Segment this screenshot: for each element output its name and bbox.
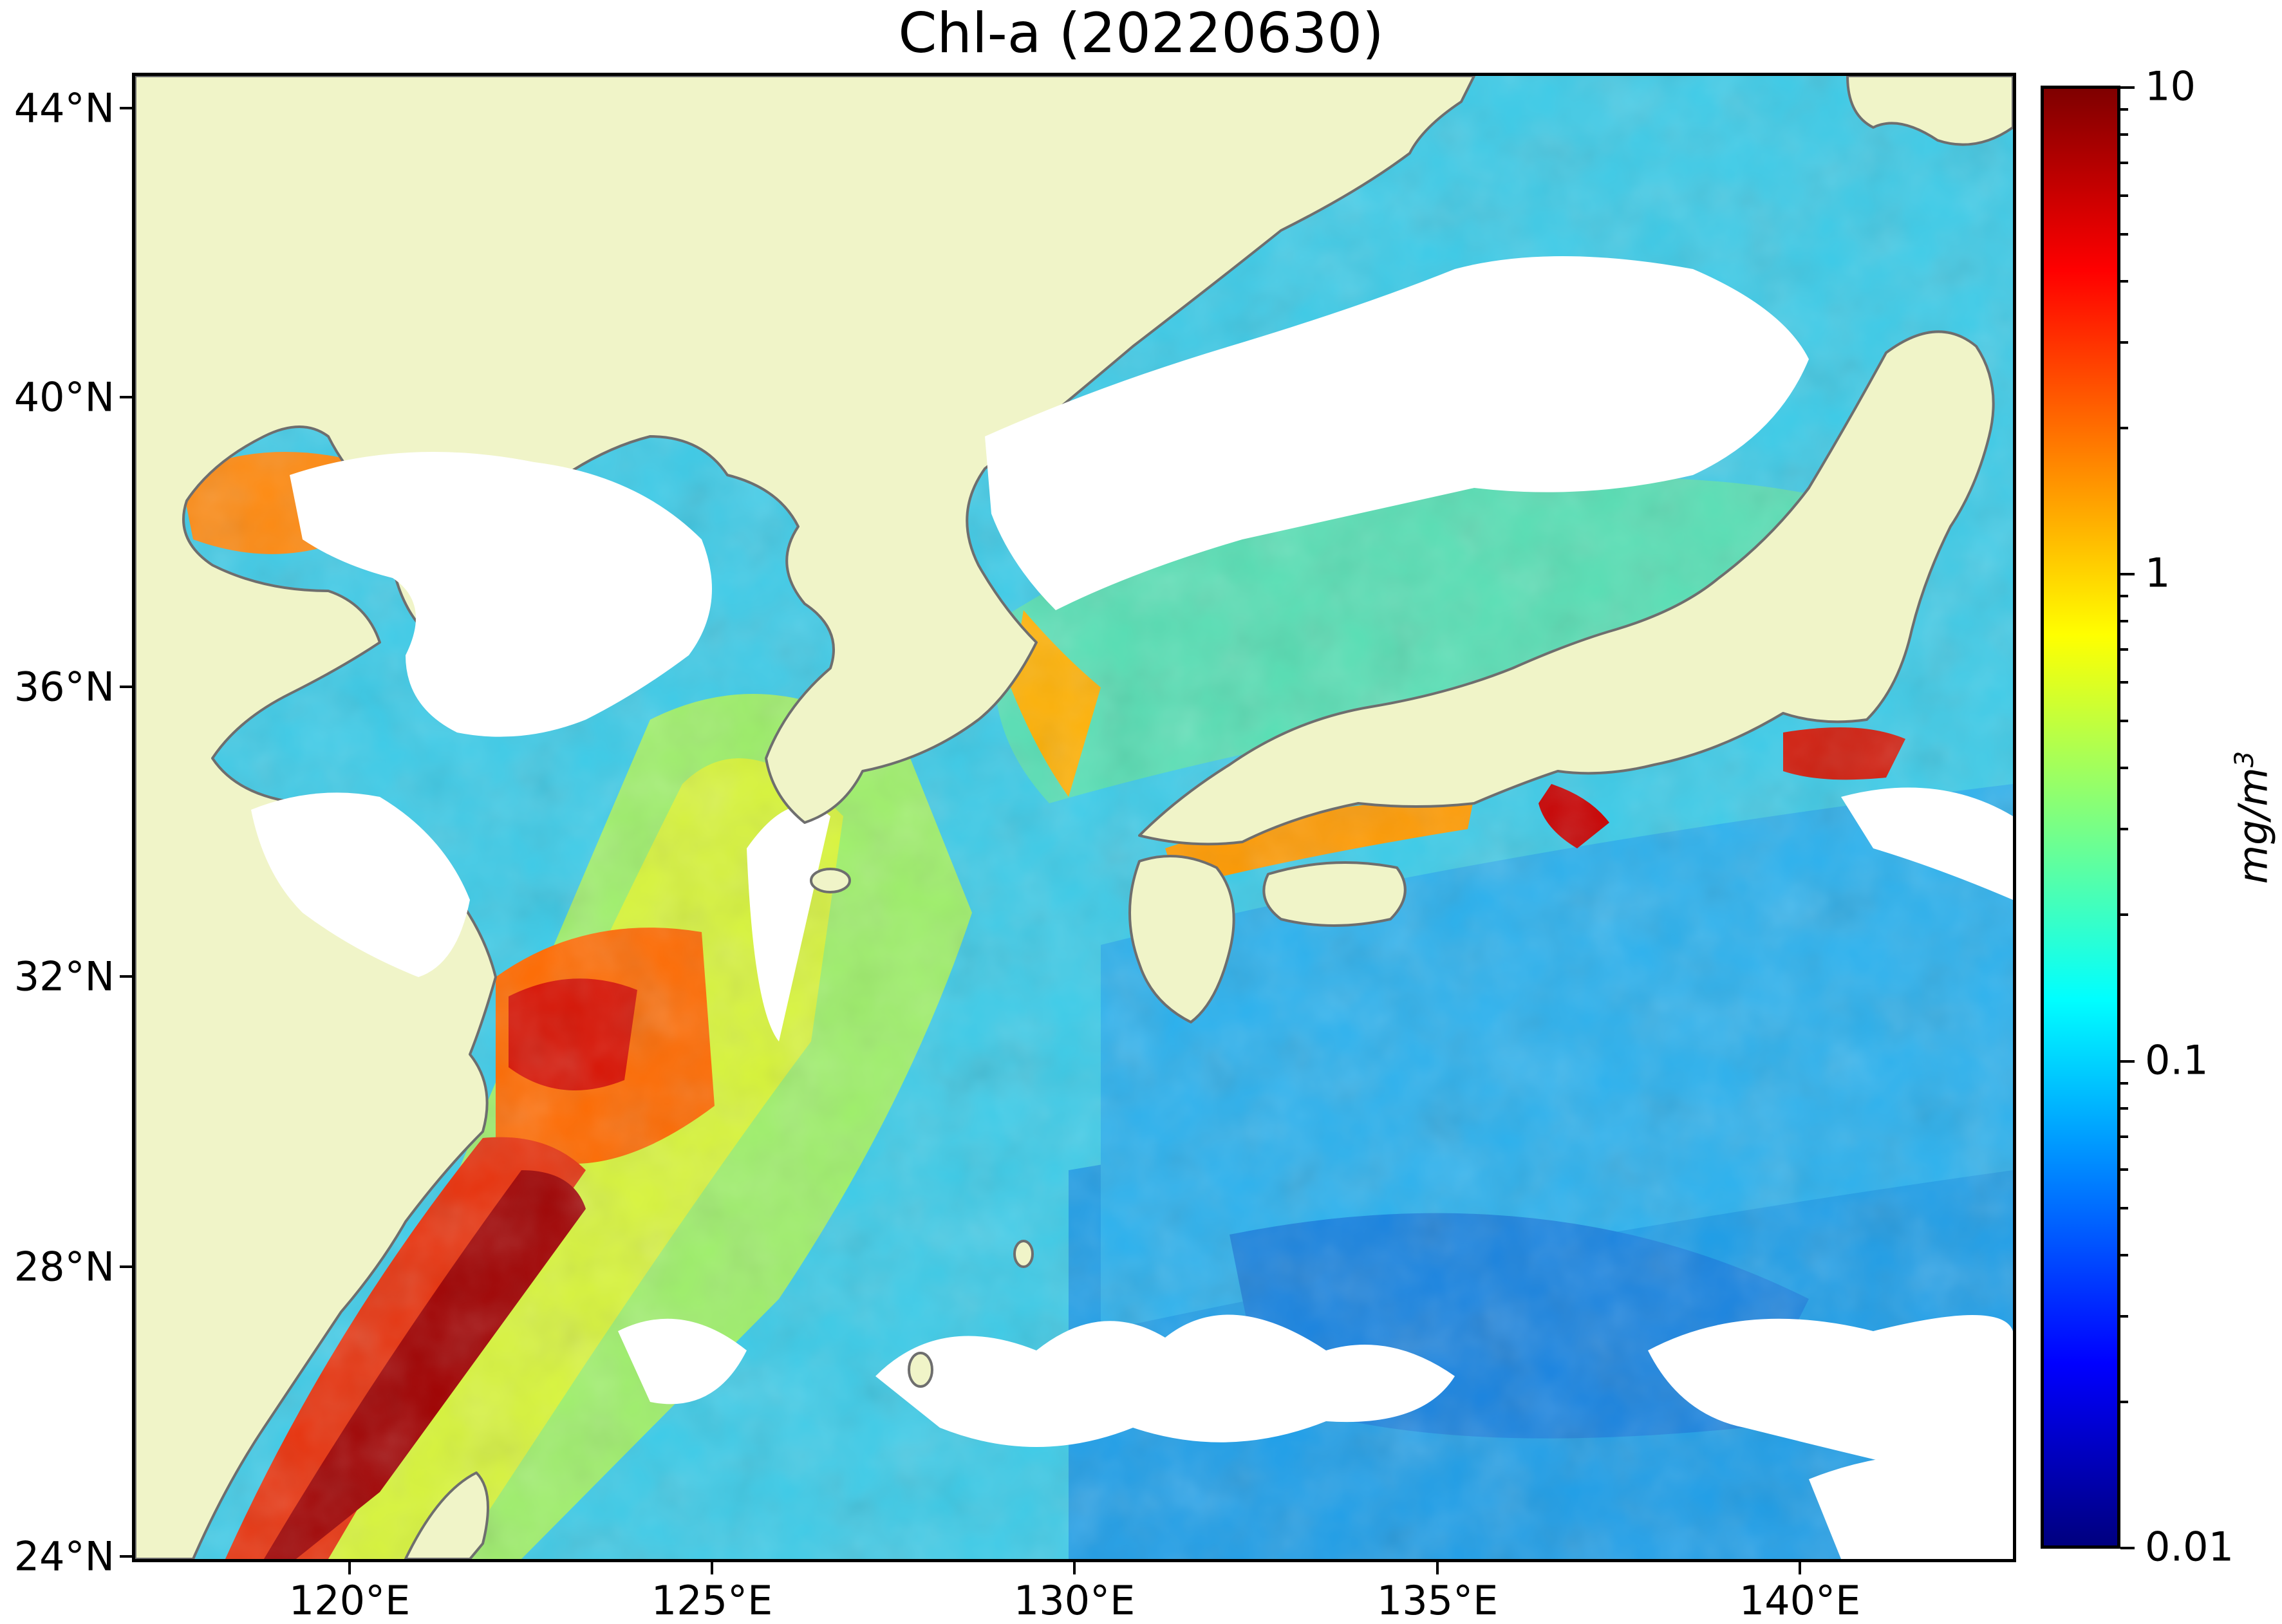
lat-label-32n: 32°N [14, 953, 115, 1000]
colorbar-minor-tick [2120, 1254, 2128, 1256]
lat-label-28n: 28°N [14, 1243, 115, 1291]
colorbar-minor-tick [2120, 280, 2128, 283]
colorbar-label-10: 10 [2145, 62, 2196, 110]
lon-tick [1436, 1562, 1439, 1574]
lat-tick [120, 686, 132, 688]
colorbar-minor-tick [2120, 1315, 2128, 1318]
taiwan [404, 1471, 489, 1559]
colorbar-minor-tick [2120, 233, 2128, 236]
lon-label-125e: 125°E [651, 1577, 773, 1624]
lat-label-24n: 24°N [14, 1533, 115, 1580]
map-canvas [135, 76, 2013, 1559]
colorbar-minor-tick [2120, 108, 2128, 111]
colorbar-minor-tick [2120, 133, 2128, 136]
colorbar-minor-tick [2120, 648, 2128, 651]
chlorophyll-map [132, 73, 2016, 1562]
map-title: Chl-a (20220630) [898, 1, 1384, 66]
colorbar-minor-tick [2120, 427, 2128, 429]
no-data-northern-seas [251, 256, 1809, 977]
colorbar-major-tick [2120, 573, 2135, 575]
japan-honshu [1138, 330, 1995, 846]
lon-label-120e: 120°E [288, 1577, 411, 1624]
colorbar-minor-tick [2120, 720, 2128, 722]
lat-tick [120, 1265, 132, 1268]
lon-label-135e: 135°E [1376, 1577, 1499, 1624]
no-data-clouds [618, 787, 2013, 1559]
lat-tick [120, 1555, 132, 1558]
colorbar-minor-tick [2120, 1401, 2128, 1403]
okinawa-island [908, 1352, 933, 1388]
colorbar-minor-tick [2120, 913, 2128, 916]
colorbar-minor-tick [2120, 1082, 2128, 1085]
colorbar-minor-tick [2120, 341, 2128, 344]
lon-tick [1073, 1562, 1076, 1574]
colorbar-minor-tick [2120, 1168, 2128, 1171]
lat-label-44n: 44°N [14, 84, 115, 132]
colorbar-major-tick [2120, 1547, 2135, 1549]
colorbar-label-0-1: 0.1 [2145, 1036, 2209, 1084]
lat-tick [120, 975, 132, 978]
amami-island [1013, 1240, 1034, 1268]
colorbar-major-tick [2120, 86, 2135, 89]
unit-base: mg/m [2229, 767, 2277, 884]
lon-label-140e: 140°E [1739, 1577, 1861, 1624]
colorbar-minor-tick [2120, 194, 2128, 197]
japan-shikoku [1262, 861, 1407, 927]
lon-tick [1799, 1562, 1801, 1574]
colorbar-label-0-01: 0.01 [2145, 1523, 2234, 1571]
jeju-island [810, 868, 851, 893]
colorbar-major-tick [2120, 1060, 2135, 1063]
land-masses [135, 76, 2013, 1559]
colorbar-minor-tick [2120, 620, 2128, 622]
japan-kyushu [1128, 855, 1235, 1023]
colorbar-minor-tick [2120, 681, 2128, 684]
colorbar-minor-tick [2120, 767, 2128, 769]
lon-tick [348, 1562, 351, 1574]
colorbar-minor-tick [2120, 1107, 2128, 1110]
lat-label-40n: 40°N [14, 373, 115, 421]
colorbar-unit-label: mg/m3 [2230, 751, 2277, 884]
lat-tick [120, 107, 132, 109]
colorbar-minor-tick [2120, 1207, 2128, 1209]
lat-tick [120, 396, 132, 398]
colorbar-minor-tick [2120, 595, 2128, 597]
colorbar-minor-tick [2120, 162, 2128, 164]
lon-tick [711, 1562, 713, 1574]
colorbar-gradient [2041, 86, 2120, 1549]
japan-hokkaido [1846, 76, 2013, 146]
colorbar-minor-tick [2120, 1135, 2128, 1138]
colorbar-label-1: 1 [2145, 549, 2171, 597]
colorbar-minor-tick [2120, 828, 2128, 830]
lat-label-36n: 36°N [14, 663, 115, 711]
lon-label-130e: 130°E [1013, 1577, 1136, 1624]
unit-exponent: 3 [2229, 751, 2259, 768]
